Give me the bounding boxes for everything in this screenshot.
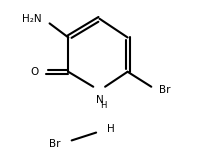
Text: H₂N: H₂N bbox=[22, 14, 42, 24]
Text: O: O bbox=[30, 67, 39, 77]
Text: Br: Br bbox=[159, 85, 170, 95]
Text: Br: Br bbox=[49, 139, 60, 149]
Text: H: H bbox=[107, 124, 115, 134]
Text: N: N bbox=[96, 95, 103, 105]
Text: H: H bbox=[100, 101, 107, 110]
